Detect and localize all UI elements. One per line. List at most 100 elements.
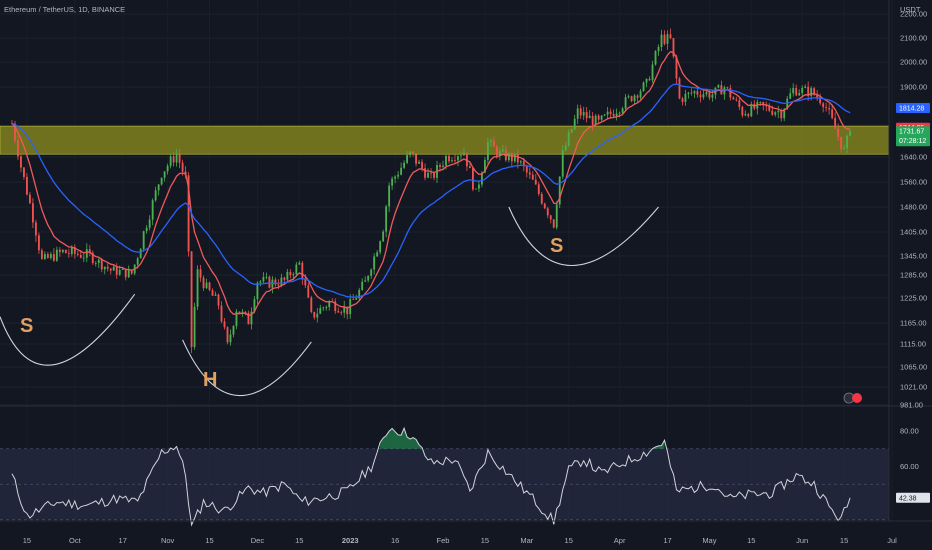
- candle: [630, 96, 633, 102]
- candle: [768, 106, 771, 111]
- candle: [52, 254, 55, 261]
- candle: [774, 112, 777, 115]
- candle: [14, 123, 16, 141]
- candle: [373, 256, 376, 270]
- candle: [40, 250, 43, 259]
- candle: [651, 64, 654, 81]
- candle: [540, 193, 543, 204]
- candle: [124, 268, 127, 278]
- candle: [609, 111, 612, 114]
- price-tick-label: 1560.00: [900, 178, 927, 187]
- candle: [834, 118, 837, 129]
- candle: [427, 172, 429, 178]
- last-price-badge: 1731.67: [899, 129, 924, 136]
- candle: [103, 266, 106, 270]
- candle: [771, 110, 774, 115]
- candle: [591, 115, 594, 126]
- rsi-overbought-fill: [652, 440, 665, 449]
- candle: [666, 34, 669, 44]
- candle: [696, 91, 699, 95]
- tv-logo-icon[interactable]: [843, 392, 862, 404]
- moving-averages: [11, 50, 851, 317]
- candle: [486, 142, 489, 160]
- time-tick-label: Jul: [887, 536, 897, 545]
- candle: [415, 154, 417, 164]
- candle: [603, 114, 606, 116]
- price-tick-label: 1065.00: [900, 363, 927, 372]
- candle: [501, 149, 504, 152]
- candle: [792, 87, 795, 94]
- pattern-label-head: H: [203, 369, 217, 391]
- candle: [528, 172, 531, 175]
- candle: [561, 150, 564, 177]
- candle: [579, 108, 582, 116]
- rsi-current-badge: 42.38: [899, 495, 917, 502]
- candle: [451, 160, 453, 162]
- candle: [816, 94, 819, 98]
- candle: [597, 115, 600, 120]
- candle: [732, 97, 735, 100]
- candle: [747, 114, 750, 117]
- candle: [430, 172, 432, 174]
- price-tick-label: 2000.00: [900, 58, 927, 67]
- candle: [678, 78, 681, 99]
- candle: [507, 153, 510, 161]
- candle: [202, 277, 205, 289]
- candle: [516, 153, 519, 163]
- resistance-zone-rect: [0, 125, 890, 155]
- candle: [454, 160, 456, 161]
- time-tick-label: 2023: [342, 536, 359, 545]
- price-tick-label: 1021.00: [900, 383, 927, 392]
- candle: [750, 103, 753, 117]
- candle: [193, 306, 196, 348]
- candle: [139, 248, 142, 259]
- candle: [388, 185, 391, 207]
- candle: [190, 251, 193, 348]
- candle: [118, 269, 121, 275]
- symbol-title: Ethereum / TetherUS, 1D, BINANCE: [4, 5, 125, 14]
- candle: [477, 184, 480, 189]
- time-tick-label: Mar: [520, 536, 533, 545]
- candle: [489, 140, 492, 143]
- candle: [705, 92, 708, 95]
- candle: [85, 249, 88, 258]
- candle: [642, 82, 645, 92]
- candle: [337, 311, 340, 313]
- candle: [214, 294, 217, 296]
- candle: [253, 299, 256, 312]
- pattern-label-right-shoulder: S: [550, 235, 563, 257]
- candle: [142, 231, 145, 249]
- time-tick-label: Nov: [161, 536, 175, 545]
- candle: [801, 87, 804, 94]
- candle: [328, 301, 331, 308]
- candle: [211, 290, 214, 296]
- rsi-tick-label: 80.00: [900, 427, 919, 436]
- candle: [265, 276, 268, 278]
- candle: [690, 92, 693, 94]
- rsi-overbought-fill: [380, 428, 423, 449]
- candle: [546, 208, 549, 216]
- candle: [88, 249, 91, 253]
- candle: [699, 94, 702, 98]
- candle: [582, 112, 585, 116]
- candle: [786, 98, 789, 109]
- candle: [466, 152, 468, 167]
- candle: [286, 271, 289, 280]
- time-tick-label: 17: [119, 536, 127, 545]
- candle: [418, 161, 420, 164]
- candle: [687, 92, 690, 94]
- candle: [534, 179, 537, 185]
- candle: [238, 311, 241, 314]
- candle: [208, 282, 211, 291]
- candle: [160, 177, 163, 185]
- candle: [58, 249, 61, 253]
- candle: [798, 93, 801, 96]
- pattern-arcs: [0, 206, 659, 396]
- time-tick-label: Apr: [614, 536, 626, 545]
- candle: [813, 88, 816, 95]
- candle: [319, 308, 322, 314]
- candle: [576, 108, 579, 119]
- candle: [717, 85, 720, 88]
- last-price-badge-bg: [896, 126, 930, 147]
